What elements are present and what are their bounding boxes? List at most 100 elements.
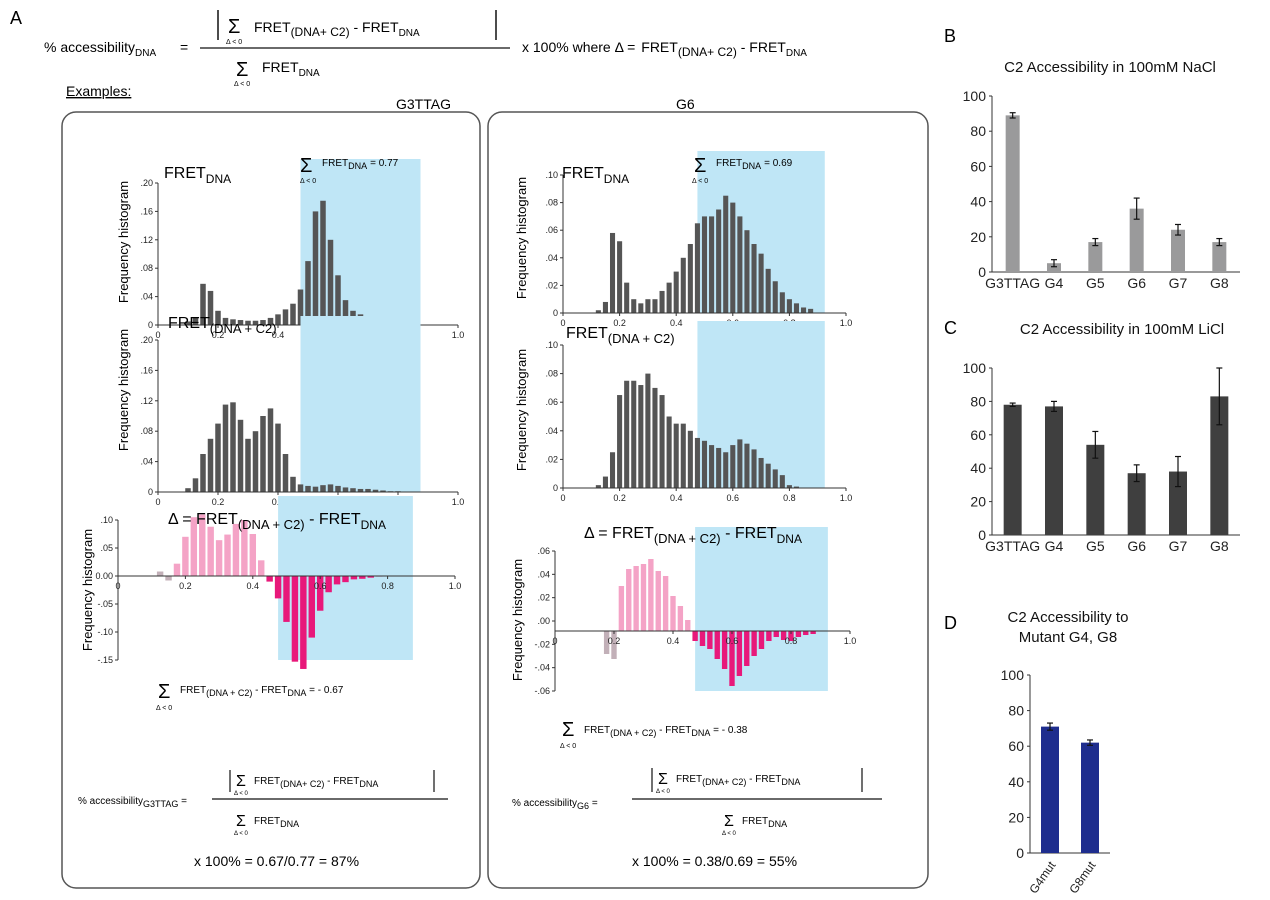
histogram-bar [367, 576, 374, 578]
category-label: G3TTAG [985, 275, 1040, 291]
right-acc-num-fret: FRET [676, 774, 702, 785]
top-formula: % accessibilityDNA = Σ Δ < 0 FRET(DNA+ C… [44, 10, 807, 88]
histogram-bar [730, 202, 736, 313]
histogram-bar [692, 631, 698, 641]
histogram-bar [677, 606, 684, 631]
histogram-bar [701, 440, 708, 488]
y-tick-label: 60 [970, 427, 986, 443]
svg-text:FRETDNA= 0.69: FRETDNA = 0.69 [716, 158, 793, 171]
y-tick-label: .04 [140, 292, 153, 302]
x-tick-label: 0.4 [272, 330, 285, 340]
histogram-bar [602, 301, 608, 313]
panel-label-b: B [944, 26, 956, 46]
histogram-bar [190, 517, 198, 576]
histogram-bar [215, 310, 221, 325]
y-tick-label: .06 [545, 397, 558, 407]
bar [1041, 726, 1059, 853]
histogram-bar [316, 576, 324, 611]
histogram-bar [633, 566, 639, 631]
svg-text:% accessibilityDNA: % accessibilityDNA [44, 39, 156, 59]
y-tick-label: 40 [1008, 774, 1024, 790]
histogram-bar [673, 271, 679, 313]
histogram-bar [709, 445, 715, 488]
y-tick-label: .04 [537, 569, 550, 579]
right-acc-den-sigma-sub: Δ < 0 [722, 831, 737, 837]
histogram-bar [200, 454, 206, 492]
y-tick-label: 0 [553, 308, 558, 318]
left-sumneg-mid-sub: DNA [287, 688, 306, 698]
histogram-bar [751, 449, 757, 488]
delta-def-sub: (DNA+ C2) [678, 45, 737, 59]
y-tick-label: .08 [545, 198, 558, 208]
y-tick-label: .02 [545, 280, 558, 290]
histogram-bar [666, 416, 672, 488]
y-tick-label: .16 [140, 365, 153, 375]
histogram-bar [766, 631, 772, 641]
right-sumneg-mid-sub: DNA [691, 728, 710, 738]
histogram-bar [808, 308, 814, 313]
x-tick-label: 0.8 [785, 636, 798, 646]
histogram-bar [631, 380, 637, 488]
histogram-bar [290, 303, 296, 325]
histogram-bar [744, 230, 750, 313]
histogram-bar [670, 596, 676, 631]
bar [1045, 406, 1063, 535]
category-label: G4 [1045, 538, 1064, 554]
panel-label-c: C [944, 318, 957, 338]
example-left-title: G3TTAG [396, 96, 451, 112]
right-example-labels: Frequency histogram Frequency histogram … [510, 155, 882, 869]
right-delta-label-end-sub: DNA [777, 532, 802, 546]
histogram-bar [721, 631, 728, 669]
histogram-bar [793, 486, 800, 488]
example-box-left [61, 111, 481, 889]
histogram-bar [305, 261, 311, 325]
formula-denominator-sub: DNA [299, 68, 320, 79]
left-sum-sigma-sub: Δ < 0 [300, 178, 316, 185]
right-acc-sigma: Σ [658, 771, 668, 788]
histogram-g6-fret-c2: 0 .02 .04 .06 .08 .10 0 0.2 0.4 0.6 0.8 1.0 [545, 321, 852, 503]
histogram-bar [595, 310, 601, 313]
chart-title: C2 Accessibility to [1008, 609, 1129, 626]
category-label: G6 [1127, 538, 1146, 554]
svg-text:x 100% where Δ =FRET(DNA+ C2): x 100% where Δ = FRET(DNA+ C2) - FRETDNA [522, 39, 807, 59]
y-tick-label: .08 [140, 426, 153, 436]
histogram-bar [801, 307, 807, 313]
histogram-bar [714, 631, 720, 659]
x-tick-label: 0.2 [212, 497, 225, 507]
left-acc-prefix-sub: G3TTAG [143, 799, 178, 809]
left-hist3-ylabel: Frequency histogram [80, 529, 95, 651]
histogram-bar [631, 299, 637, 313]
y-tick-label: 20 [1008, 809, 1024, 825]
right-sumneg-value: = - 0.38 [710, 725, 747, 736]
left-sum-sigma: Σ [300, 155, 312, 177]
right-sum-annotation-sub: DNA [742, 161, 761, 171]
histogram-bar [795, 631, 802, 637]
panel-label-a: A [10, 8, 22, 28]
bar-chart-c: C2 Accessibility in 100mM LiCl 0 20 40 60 80 1… [963, 321, 1240, 554]
histogram-bar [173, 563, 181, 576]
y-tick-label: 40 [970, 460, 986, 476]
histogram-bar [283, 576, 290, 622]
y-tick-label: 80 [970, 393, 986, 409]
right-result: x 100% = 0.38/0.69 = 55% [632, 853, 797, 869]
right-hist3-ylabel: Frequency histogram [510, 559, 525, 681]
bar [1005, 115, 1020, 272]
y-tick-label: .04 [545, 253, 558, 263]
right-sumneg-sub: (DNA + C2) [610, 728, 656, 738]
histogram-bar [260, 416, 266, 492]
histogram-bar [365, 488, 371, 492]
svg-text:FRETDNA: FRETDNA [262, 59, 320, 79]
x-tick-label: 0.4 [670, 318, 683, 328]
formula-term-fret: FRET [254, 19, 291, 35]
histogram-bar [320, 200, 326, 325]
right-sumneg-sigma-sub: Δ < 0 [560, 743, 576, 750]
left-result: x 100% = 0.67/0.77 = 87% [194, 853, 359, 869]
x-tick-label: 0 [552, 636, 557, 646]
histogram-bar [335, 485, 341, 492]
histogram-bar [207, 438, 214, 492]
left-fret-dna-label: FRET [164, 165, 206, 182]
histogram-bar [729, 631, 735, 686]
y-tick-label: .16 [140, 206, 153, 216]
left-sum-annotation-value: = 0.77 [370, 158, 399, 169]
